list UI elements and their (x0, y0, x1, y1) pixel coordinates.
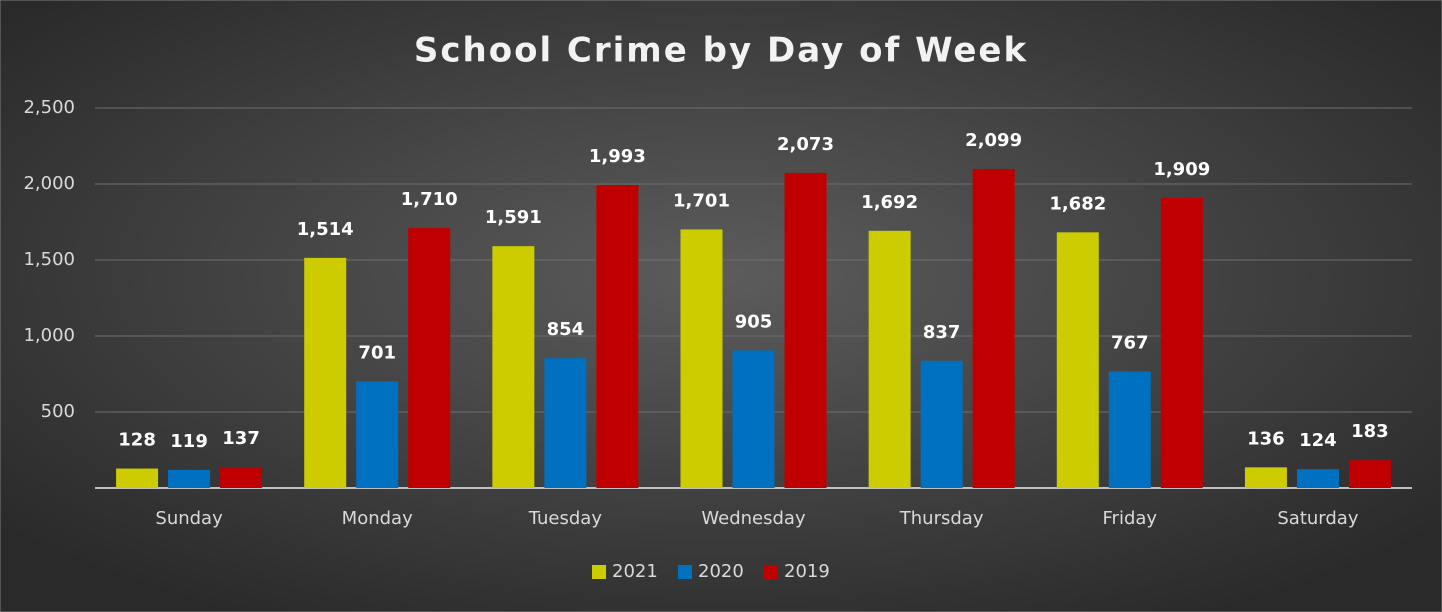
x-tick-label: Saturday (1277, 508, 1358, 529)
value-label: 137 (222, 428, 260, 449)
x-tick-label: Tuesday (528, 508, 603, 529)
value-label: 837 (923, 322, 961, 343)
value-label: 1,909 (1153, 159, 1210, 180)
y-tick-label: 1,000 (23, 325, 75, 346)
y-tick-label: 1,500 (23, 249, 75, 270)
value-label: 128 (118, 430, 156, 451)
x-tick-label: Sunday (155, 508, 223, 529)
legend-swatch (764, 565, 778, 579)
bar (1244, 467, 1287, 488)
legend-label: 2021 (612, 561, 658, 582)
value-label: 1,514 (297, 219, 354, 240)
bar (492, 246, 535, 488)
value-label: 905 (735, 311, 773, 332)
bar (868, 230, 911, 489)
bar (596, 185, 639, 488)
value-label: 701 (358, 342, 396, 363)
y-tick-label: 2,500 (23, 97, 75, 118)
value-label: 1,692 (861, 192, 918, 213)
y-tick-label: 2,000 (23, 173, 75, 194)
value-label: 136 (1247, 428, 1285, 449)
x-tick-label: Friday (1103, 508, 1158, 529)
bar (972, 168, 1015, 488)
value-label: 1,591 (485, 207, 542, 228)
value-label: 183 (1351, 421, 1389, 442)
bar (784, 172, 827, 489)
bar (680, 229, 723, 488)
value-label: 767 (1111, 332, 1149, 353)
legend-label: 2019 (784, 561, 830, 582)
bar (732, 350, 775, 488)
bar (220, 467, 263, 488)
value-label: 2,073 (777, 134, 834, 155)
legend-swatch (678, 565, 692, 579)
bar (1108, 371, 1151, 488)
value-label: 119 (170, 431, 208, 452)
bar (116, 468, 159, 488)
value-label: 2,099 (965, 130, 1022, 151)
bar (408, 228, 451, 488)
bar (168, 469, 211, 488)
legend-label: 2020 (698, 561, 744, 582)
x-tick-label: Wednesday (701, 508, 806, 529)
bar (920, 360, 963, 488)
bar (544, 358, 587, 488)
y-tick-label: 500 (41, 401, 75, 422)
bar (304, 257, 347, 488)
chart-title: School Crime by Day of Week (414, 31, 1028, 71)
bar (356, 381, 399, 488)
bar (1056, 232, 1099, 488)
value-label: 1,993 (589, 146, 646, 167)
value-label: 1,710 (401, 189, 458, 210)
bar (1160, 197, 1203, 488)
x-tick-label: Monday (342, 508, 413, 529)
value-label: 854 (547, 319, 585, 340)
value-label: 1,682 (1049, 193, 1106, 214)
x-tick-label: Thursday (899, 508, 984, 529)
bar (1296, 469, 1339, 488)
bar (1348, 460, 1391, 488)
value-label: 1,701 (673, 190, 730, 211)
value-label: 124 (1299, 430, 1337, 451)
legend-swatch (592, 565, 606, 579)
